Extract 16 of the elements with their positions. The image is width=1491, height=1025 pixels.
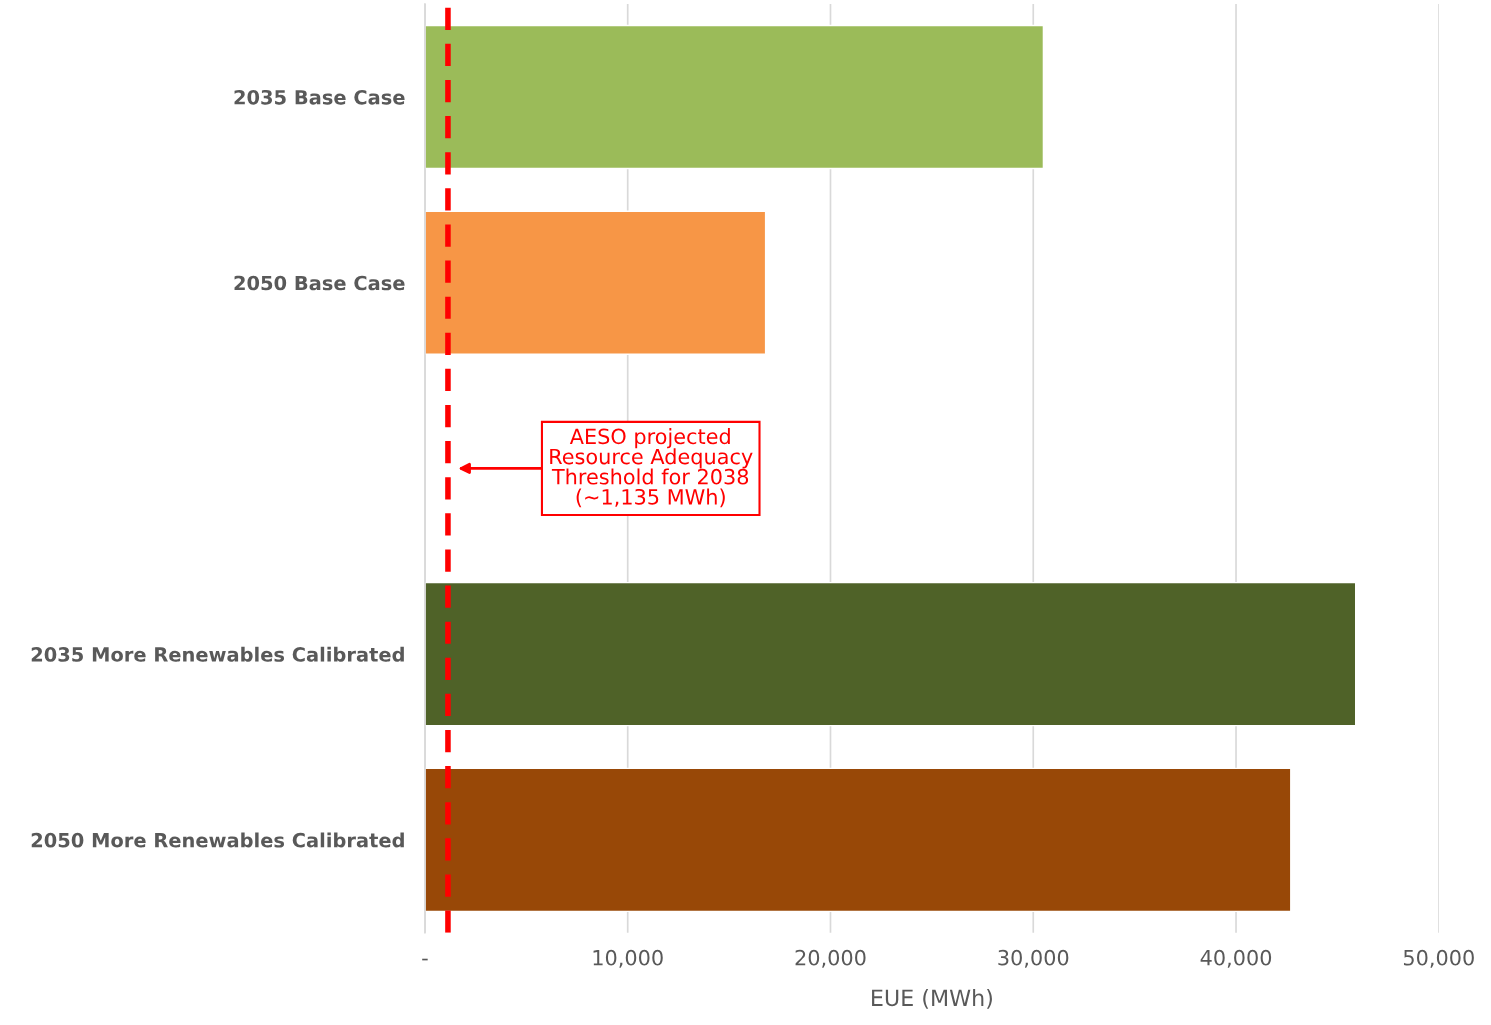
x-tick-label: 50,000 [1403, 949, 1474, 968]
ref-line-label: AESO projected Resource Adequacy Threshold for 2038 (~1,135 MWh) [550, 428, 753, 508]
y-tick-label: 2050 Base Case [234, 275, 405, 291]
y-tick-label: 2035 Base Case [234, 89, 405, 105]
bar [424, 767, 1292, 913]
y-tick-label: 2050 More Renewables Calibrated [31, 832, 404, 848]
x-tick-label: 40,000 [1200, 949, 1272, 968]
bar [424, 24, 1045, 170]
x-axis-title: EUE (MWh) [872, 989, 992, 1009]
x-tick-label: - [422, 958, 428, 961]
x-tick-label: 20,000 [795, 949, 866, 968]
x-tick-label: 30,000 [998, 949, 1069, 968]
x-tick-label: 10,000 [593, 949, 663, 968]
bar [424, 210, 767, 355]
y-tick-label: 2035 More Renewables Calibrated [31, 646, 404, 662]
bar [424, 581, 1357, 727]
